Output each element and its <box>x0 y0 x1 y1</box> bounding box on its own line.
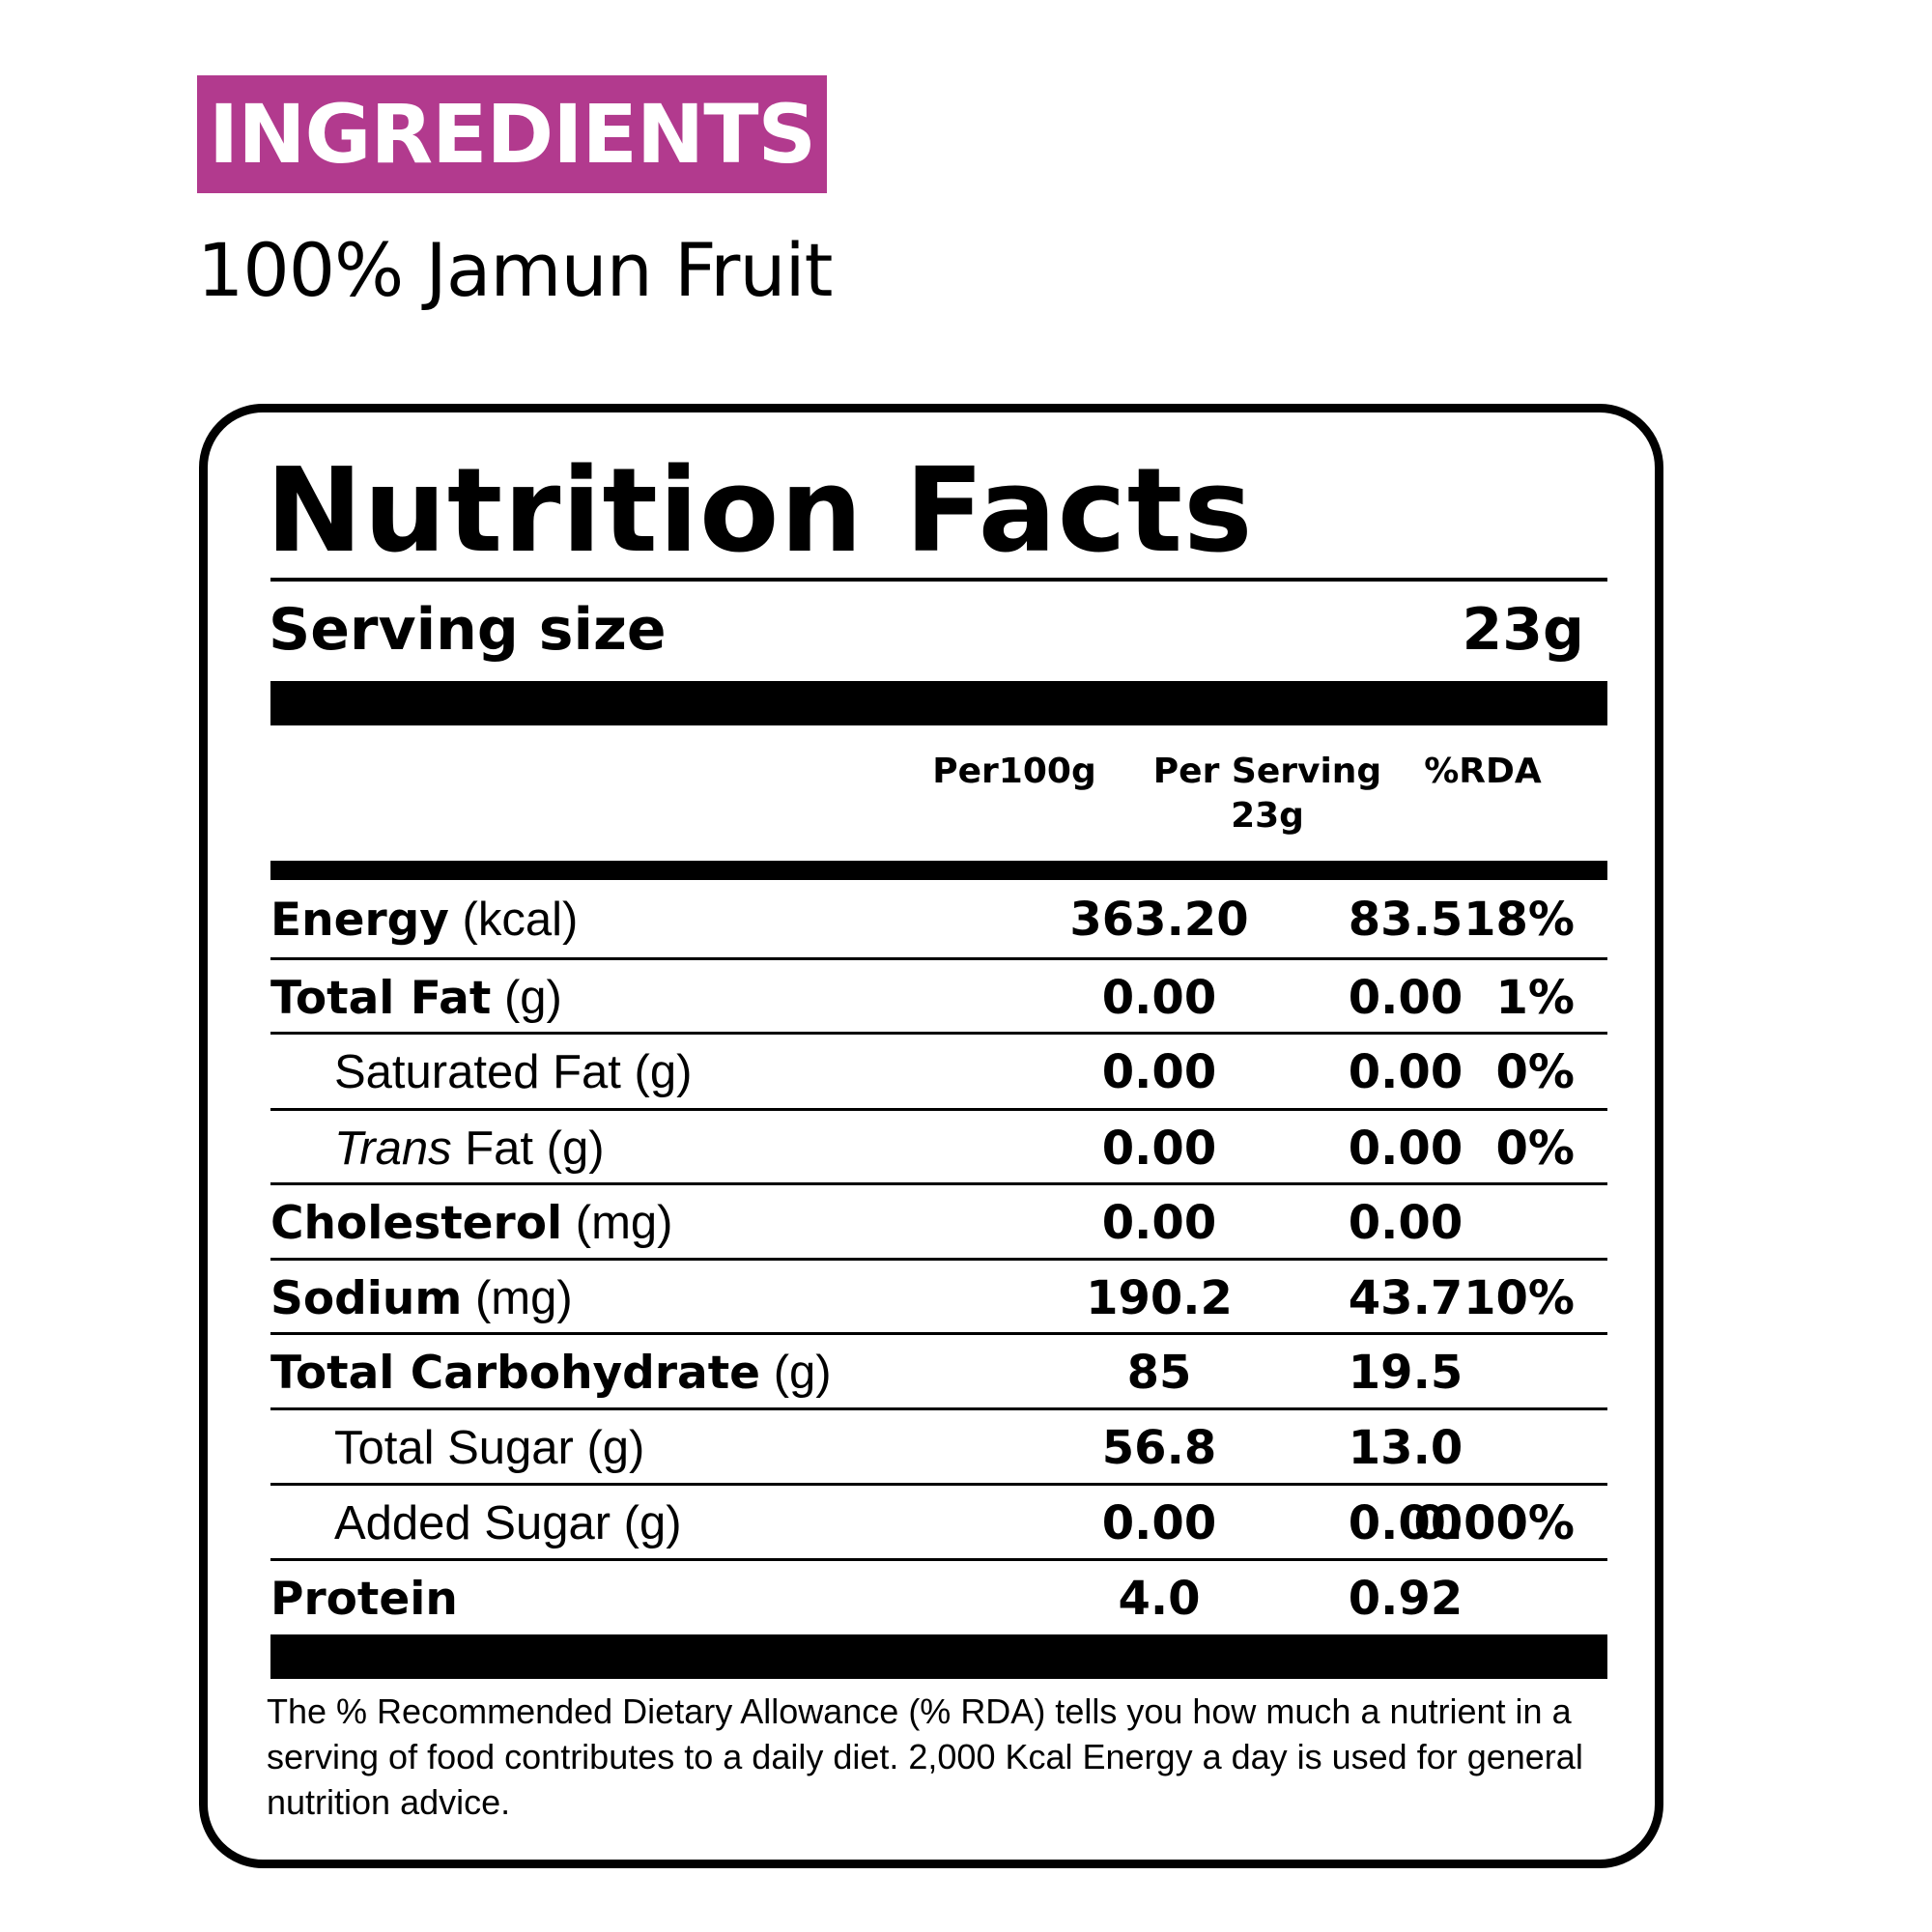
nutrient-row-added-sugar: Added Sugar (g) 0.00 0.00 0.00% <box>270 1486 1607 1561</box>
per-serving-value: 0.00 <box>1348 1196 1463 1250</box>
nutrient-name: Saturated Fat (g) <box>334 1046 693 1098</box>
nutrient-name: Total Carbohydrate (g) <box>270 1335 832 1411</box>
rda-value: 0% <box>1495 1045 1576 1099</box>
per-serving-value: 0.00 <box>1348 1045 1463 1099</box>
row-divider <box>270 1258 1607 1261</box>
nutrient-row-total-carbohydrate: Total Carbohydrate (g) 85 19.5 <box>270 1335 1607 1410</box>
nutrient-name-italic: Trans <box>334 1122 452 1175</box>
per100g-value: 190.2 <box>1086 1271 1233 1325</box>
rda-value: 18% <box>1463 893 1575 947</box>
nutrient-unit: (mg) <box>474 1272 573 1324</box>
per-serving-value: 0.00 <box>1348 1122 1463 1176</box>
per-serving-value: 43.7 <box>1348 1271 1463 1325</box>
per100g-value: 0.00 <box>1101 1496 1217 1550</box>
rda-value: 0% <box>1495 1122 1576 1176</box>
per-serving-value: 13.0 <box>1348 1421 1463 1475</box>
row-divider <box>270 1032 1607 1035</box>
nutrient-unit: (g) <box>503 972 562 1024</box>
rda-footnote: The % Recommended Dietary Allowance (% R… <box>267 1691 1583 1822</box>
nutrient-row-trans-fat: Trans Fat (g) 0.00 0.00 0% <box>270 1111 1607 1186</box>
nutrient-row-total-fat: Total Fat (g) 0.00 0.00 1% <box>270 960 1607 1036</box>
nutrient-row-cholesterol: Cholesterol (mg) 0.00 0.00 <box>270 1185 1607 1261</box>
per-serving-value: 0.00 <box>1348 971 1463 1025</box>
nutrient-name: Protein <box>270 1561 458 1637</box>
nutrient-row-sodium: Sodium (mg) 190.2 43.7 10% <box>270 1261 1607 1336</box>
serving-size-label: Serving size <box>269 596 667 664</box>
per-serving-value: 0.00 <box>1348 1496 1463 1550</box>
row-divider <box>270 1332 1607 1335</box>
divider-medium <box>270 861 1607 880</box>
nutrient-name-bold: Sodium <box>270 1272 463 1325</box>
divider-thick <box>270 681 1607 725</box>
per100g-value: 4.0 <box>1118 1572 1201 1626</box>
column-header-per100g-text: Per100g <box>932 752 1096 791</box>
divider-thin <box>270 578 1607 582</box>
nutrient-row-energy: Energy (kcal) 363.20 83.5 18% <box>270 882 1607 957</box>
per100g-value: 0.00 <box>1101 1196 1217 1250</box>
per100g-value: 363.20 <box>1069 893 1249 947</box>
rda-value: 1% <box>1495 971 1576 1025</box>
nutrient-name-bold: Total Carbohydrate <box>270 1347 761 1400</box>
nutrient-name-bold: Total Fat <box>270 972 492 1025</box>
column-header-per100g: Per100g <box>889 750 1140 794</box>
per-serving-value: 0.92 <box>1348 1572 1463 1626</box>
per100g-value: 0.00 <box>1101 971 1217 1025</box>
nutrition-facts-title: Nutrition Facts <box>266 444 1254 579</box>
row-divider <box>270 1407 1607 1410</box>
per-serving-value: 83.5 <box>1348 893 1463 947</box>
column-header-per-serving-line1: Per Serving <box>1152 752 1382 791</box>
nutrient-name-rest: Fat (g) <box>451 1122 605 1175</box>
column-header-per-serving: Per Serving 23g <box>1142 750 1393 838</box>
rda-value: 0.00% <box>1413 1496 1575 1550</box>
nutrient-name: Sodium (mg) <box>270 1261 573 1337</box>
nutrient-name-bold: Protein <box>270 1573 458 1626</box>
nutrient-name: Trans Fat (g) <box>334 1111 605 1186</box>
nutrition-facts-panel <box>199 404 1663 1868</box>
nutrient-row-total-sugar: Total Sugar (g) 56.8 13.0 <box>270 1410 1607 1486</box>
row-divider <box>270 1483 1607 1486</box>
per-serving-value: 19.5 <box>1348 1346 1463 1400</box>
rda-value: 10% <box>1463 1271 1575 1325</box>
divider-thick-bottom <box>270 1634 1607 1679</box>
row-divider <box>270 1108 1607 1111</box>
column-header-rda: %RDA <box>1391 750 1575 794</box>
nutrient-name: Total Sugar (g) <box>334 1422 645 1474</box>
per100g-value: 56.8 <box>1101 1421 1217 1475</box>
nutrient-unit: (kcal) <box>462 894 579 946</box>
row-divider <box>270 1558 1607 1561</box>
row-divider <box>270 1182 1607 1185</box>
nutrient-row-saturated-fat: Saturated Fat (g) 0.00 0.00 0% <box>270 1035 1607 1110</box>
column-header-rda-text: %RDA <box>1424 752 1542 791</box>
nutrient-unit: (mg) <box>575 1197 673 1249</box>
row-divider <box>270 957 1607 960</box>
nutrient-name-bold: Cholesterol <box>270 1197 563 1250</box>
nutrient-name: Added Sugar (g) <box>334 1497 682 1549</box>
column-header-per-serving-line2: 23g <box>1231 796 1304 836</box>
nutrient-unit: (g) <box>773 1347 832 1399</box>
ingredients-text: 100% Jamun Fruit <box>197 227 833 313</box>
nutrient-name: Energy (kcal) <box>270 882 578 958</box>
per100g-value: 0.00 <box>1101 1045 1217 1099</box>
per100g-value: 85 <box>1126 1346 1192 1400</box>
nutrient-name: Total Fat (g) <box>270 960 562 1037</box>
per100g-value: 0.00 <box>1101 1122 1217 1176</box>
nutrient-name-bold: Energy <box>270 894 449 947</box>
serving-size-value: 23g <box>1462 596 1584 664</box>
nutrient-row-protein: Protein 4.0 0.92 <box>270 1561 1607 1636</box>
ingredients-heading: INGREDIENTS <box>197 75 827 193</box>
nutrient-name: Cholesterol (mg) <box>270 1185 672 1262</box>
